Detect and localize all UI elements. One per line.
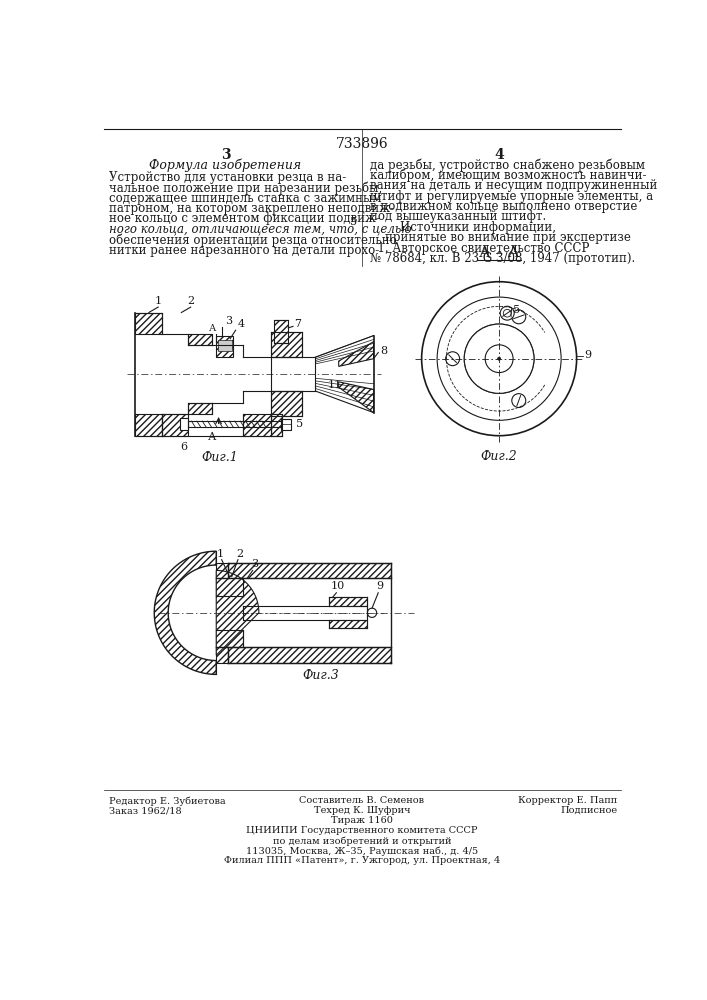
Text: Фиг.2: Фиг.2 [481,450,518,463]
Text: 3: 3 [252,559,259,569]
Text: 2: 2 [236,549,243,559]
Polygon shape [216,570,259,655]
Text: обеспечения ориентации резца относительно: обеспечения ориентации резца относительн… [110,233,397,247]
Polygon shape [187,403,212,414]
Circle shape [503,309,511,317]
Polygon shape [154,551,216,674]
Circle shape [421,282,577,436]
Polygon shape [228,563,391,578]
Text: 6: 6 [180,442,187,452]
Circle shape [512,394,526,408]
Text: ного кольца, отличающееся тем, что, с целью: ного кольца, отличающееся тем, что, с це… [110,223,412,236]
Text: Фиг.3: Фиг.3 [303,669,339,682]
Text: А: А [208,432,216,442]
Text: 1. Авторское свидетельство СССР: 1. Авторское свидетельство СССР [370,242,589,255]
Text: калибром, имеющим возможность навинчи-: калибром, имеющим возможность навинчи- [370,169,646,182]
Text: под вышеуказанный штифт.: под вышеуказанный штифт. [370,210,546,223]
Text: А: А [209,324,216,333]
Polygon shape [228,647,391,663]
Circle shape [464,324,534,393]
Text: по делам изобретений и открытий: по делам изобретений и открытий [273,836,451,846]
Text: 11: 11 [328,380,342,390]
Text: 4: 4 [238,319,245,329]
Polygon shape [464,324,534,393]
Text: нитки ранее нарезанного на детали прохо-: нитки ранее нарезанного на детали прохо- [110,244,380,257]
Polygon shape [271,332,301,357]
Polygon shape [271,391,301,416]
Text: Редактор Е. Зубиетова: Редактор Е. Зубиетова [110,796,226,806]
Text: Тираж 1160: Тираж 1160 [331,816,393,825]
Circle shape [512,310,526,324]
Polygon shape [180,418,187,430]
Polygon shape [329,620,368,628]
Text: Фиг.1: Фиг.1 [201,451,238,464]
Text: Заказ 1962/18: Заказ 1962/18 [110,806,182,815]
Circle shape [437,297,561,420]
Text: Составитель В. Семенов: Составитель В. Семенов [300,796,424,805]
Text: 7: 7 [293,319,300,329]
Polygon shape [339,382,373,413]
Text: Источники информации,: Источники информации, [370,221,556,234]
Text: чальное положение при нарезании резьбы,: чальное положение при нарезании резьбы, [110,181,382,195]
Polygon shape [135,414,162,436]
Text: содержащее шпиндель станка с зажимным: содержащее шпиндель станка с зажимным [110,192,382,205]
Polygon shape [218,340,232,351]
Text: да резьбы, устройство снабжено резьбовым: да резьбы, устройство снабжено резьбовым [370,158,645,172]
Polygon shape [271,414,282,436]
Text: ЦНИИПИ Государственного комитета СССР: ЦНИИПИ Государственного комитета СССР [246,826,478,835]
Polygon shape [329,597,368,606]
Text: Формула изобретения: Формула изобретения [149,158,302,172]
Polygon shape [162,414,187,436]
Polygon shape [281,419,291,430]
Text: патроном, на котором закреплено неподвиж-: патроном, на котором закреплено неподвиж… [110,202,395,215]
Text: 113035, Москва, Ж–35, Раушская наб., д. 4/5: 113035, Москва, Ж–35, Раушская наб., д. … [246,846,478,856]
Polygon shape [243,414,271,436]
Text: 2: 2 [187,296,194,306]
Text: 3: 3 [221,148,230,162]
Text: 10: 10 [331,581,345,591]
Circle shape [501,306,514,320]
Text: Устройство для установки резца в на-: Устройство для установки резца в на- [110,171,346,184]
Polygon shape [339,342,373,366]
Polygon shape [135,312,162,334]
Circle shape [498,357,501,360]
Circle shape [368,608,377,617]
Circle shape [445,352,460,366]
Text: вания на деталь и несущим подпружиненный: вания на деталь и несущим подпружиненный [370,179,657,192]
Text: принятые во внимание при экспертизе: принятые во внимание при экспертизе [370,231,631,244]
Polygon shape [216,647,228,663]
Text: А – А: А – А [479,246,520,260]
Text: ное кольцо с элементом фиксации подвиж-: ное кольцо с элементом фиксации подвиж- [110,212,380,225]
Polygon shape [216,336,233,357]
Text: 1: 1 [216,549,223,559]
Text: 5: 5 [296,419,303,429]
Text: 9: 9 [585,350,592,360]
Text: штифт и регулируемые упорные элементы, а: штифт и регулируемые упорные элементы, а [370,190,653,203]
Text: Техред К. Шуфрич: Техред К. Шуфрич [314,806,410,815]
Text: № 78684, кл. В 23 G 3/08, 1947 (прототип).: № 78684, кл. В 23 G 3/08, 1947 (прототип… [370,252,635,265]
Polygon shape [216,578,243,596]
Polygon shape [216,563,228,578]
Text: 9: 9 [376,581,383,591]
Text: Подписное: Подписное [561,806,618,815]
Text: 1: 1 [155,296,162,306]
Text: 5: 5 [513,305,520,315]
Text: 3: 3 [225,316,232,326]
Polygon shape [274,320,288,343]
Text: Корректор Е. Папп: Корректор Е. Папп [518,796,618,805]
Text: 5: 5 [350,217,357,227]
Text: 733896: 733896 [336,137,388,151]
Polygon shape [216,630,243,647]
Text: 4: 4 [494,148,504,162]
Polygon shape [187,334,212,345]
Circle shape [485,345,513,373]
Text: 8: 8 [380,346,387,356]
Text: Филиал ППП «Патент», г. Ужгород, ул. Проектная, 4: Филиал ППП «Патент», г. Ужгород, ул. Про… [224,856,500,865]
Text: в подвижном кольце выполнено отверстие: в подвижном кольце выполнено отверстие [370,200,637,213]
